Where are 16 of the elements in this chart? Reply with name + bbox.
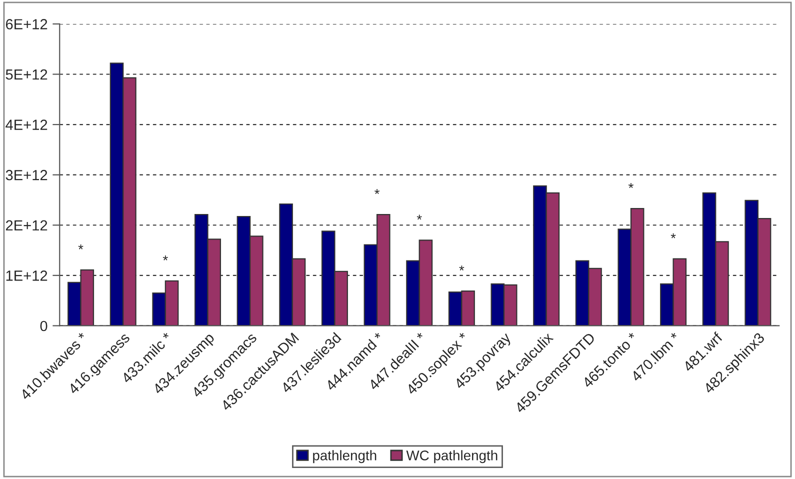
legend-label: pathlength [313, 450, 376, 464]
annotation: * [459, 266, 464, 270]
y-tick-label: 3E+12 [6, 170, 48, 180]
annotation: * [670, 233, 676, 238]
y-tick-label: 5E+12 [6, 69, 48, 80]
y-tick-label: 6E+12 [6, 19, 48, 30]
annotation: * [416, 214, 422, 220]
y-tick-label: 0 [40, 320, 48, 332]
y-tick-label: 4E+12 [6, 120, 48, 130]
legend-label: WC pathlength [406, 450, 498, 464]
annotation: * [162, 256, 168, 260]
annotation: * [628, 183, 634, 188]
y-tick-label: 1E+12 [6, 270, 48, 281]
annotation: * [78, 244, 84, 250]
annotation: * [374, 189, 380, 194]
y-tick-label: 2E+12 [6, 220, 48, 230]
